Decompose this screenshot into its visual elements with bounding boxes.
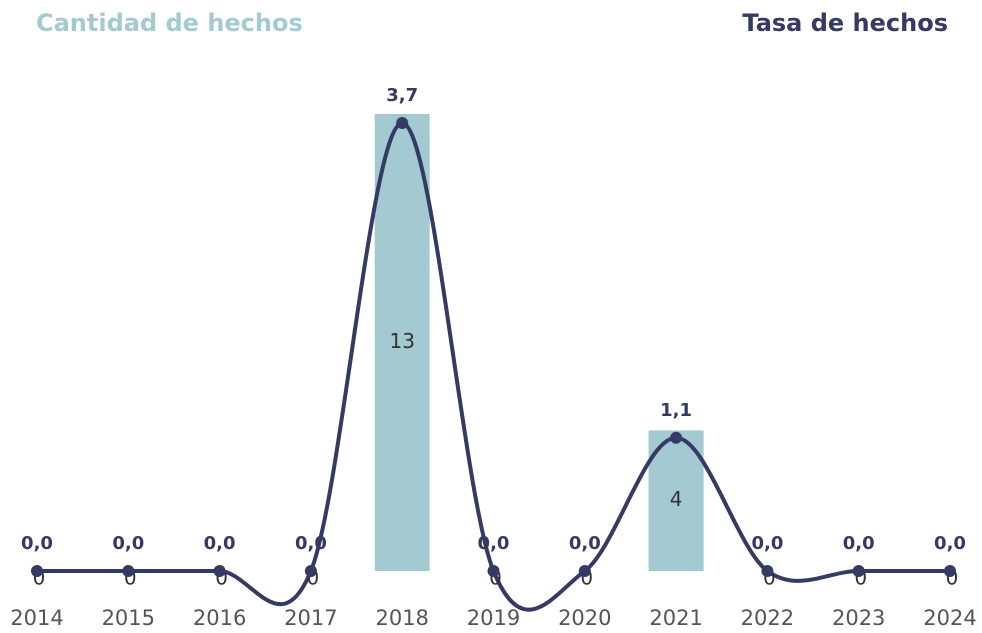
rate-point [31,565,43,577]
rate-point [213,565,226,577]
rate-label: 0,0 [934,533,966,554]
x-tick-label: 2019 [467,606,520,630]
rate-point [944,565,956,577]
rate-label: 0,0 [569,533,601,554]
x-tick-label: 2014 [10,606,63,630]
x-tick-label: 2017 [284,606,337,630]
rate-point [852,565,865,577]
rate-point [304,565,317,577]
rate-label: 0,0 [295,533,327,554]
x-tick-label: 2015 [102,606,155,630]
rate-label: 0,0 [112,533,144,554]
rate-label: 0,0 [751,533,783,554]
rate-label: 0,0 [21,533,53,554]
rate-point [670,431,683,444]
rate-point [396,117,409,129]
rate-point [761,565,774,577]
legend-line: Tasa de hechos [742,9,948,37]
x-tick-label: 2022 [741,606,794,630]
rate-label: 0,0 [204,533,236,554]
bar [374,114,430,571]
x-tick-label: 2021 [649,606,702,630]
rate-label: 1,1 [660,400,692,421]
bar-label: 4 [670,487,683,511]
bar [648,430,704,571]
rate-line [36,120,950,612]
rate-label: 0,0 [843,533,875,554]
rate-point [487,565,500,577]
rate-point [578,565,591,577]
x-tick-label: 2023 [832,606,885,630]
rate-point [122,565,135,577]
x-tick-label: 2018 [375,606,428,630]
x-tick-label: 2020 [558,606,611,630]
legend-bar: Cantidad de hechos [36,9,303,37]
bar-label: 13 [389,329,414,353]
rate-label: 3,7 [386,85,418,106]
rate-label: 0,0 [478,533,510,554]
x-tick-label: 2024 [923,606,976,630]
x-tick-label: 2016 [193,606,246,630]
